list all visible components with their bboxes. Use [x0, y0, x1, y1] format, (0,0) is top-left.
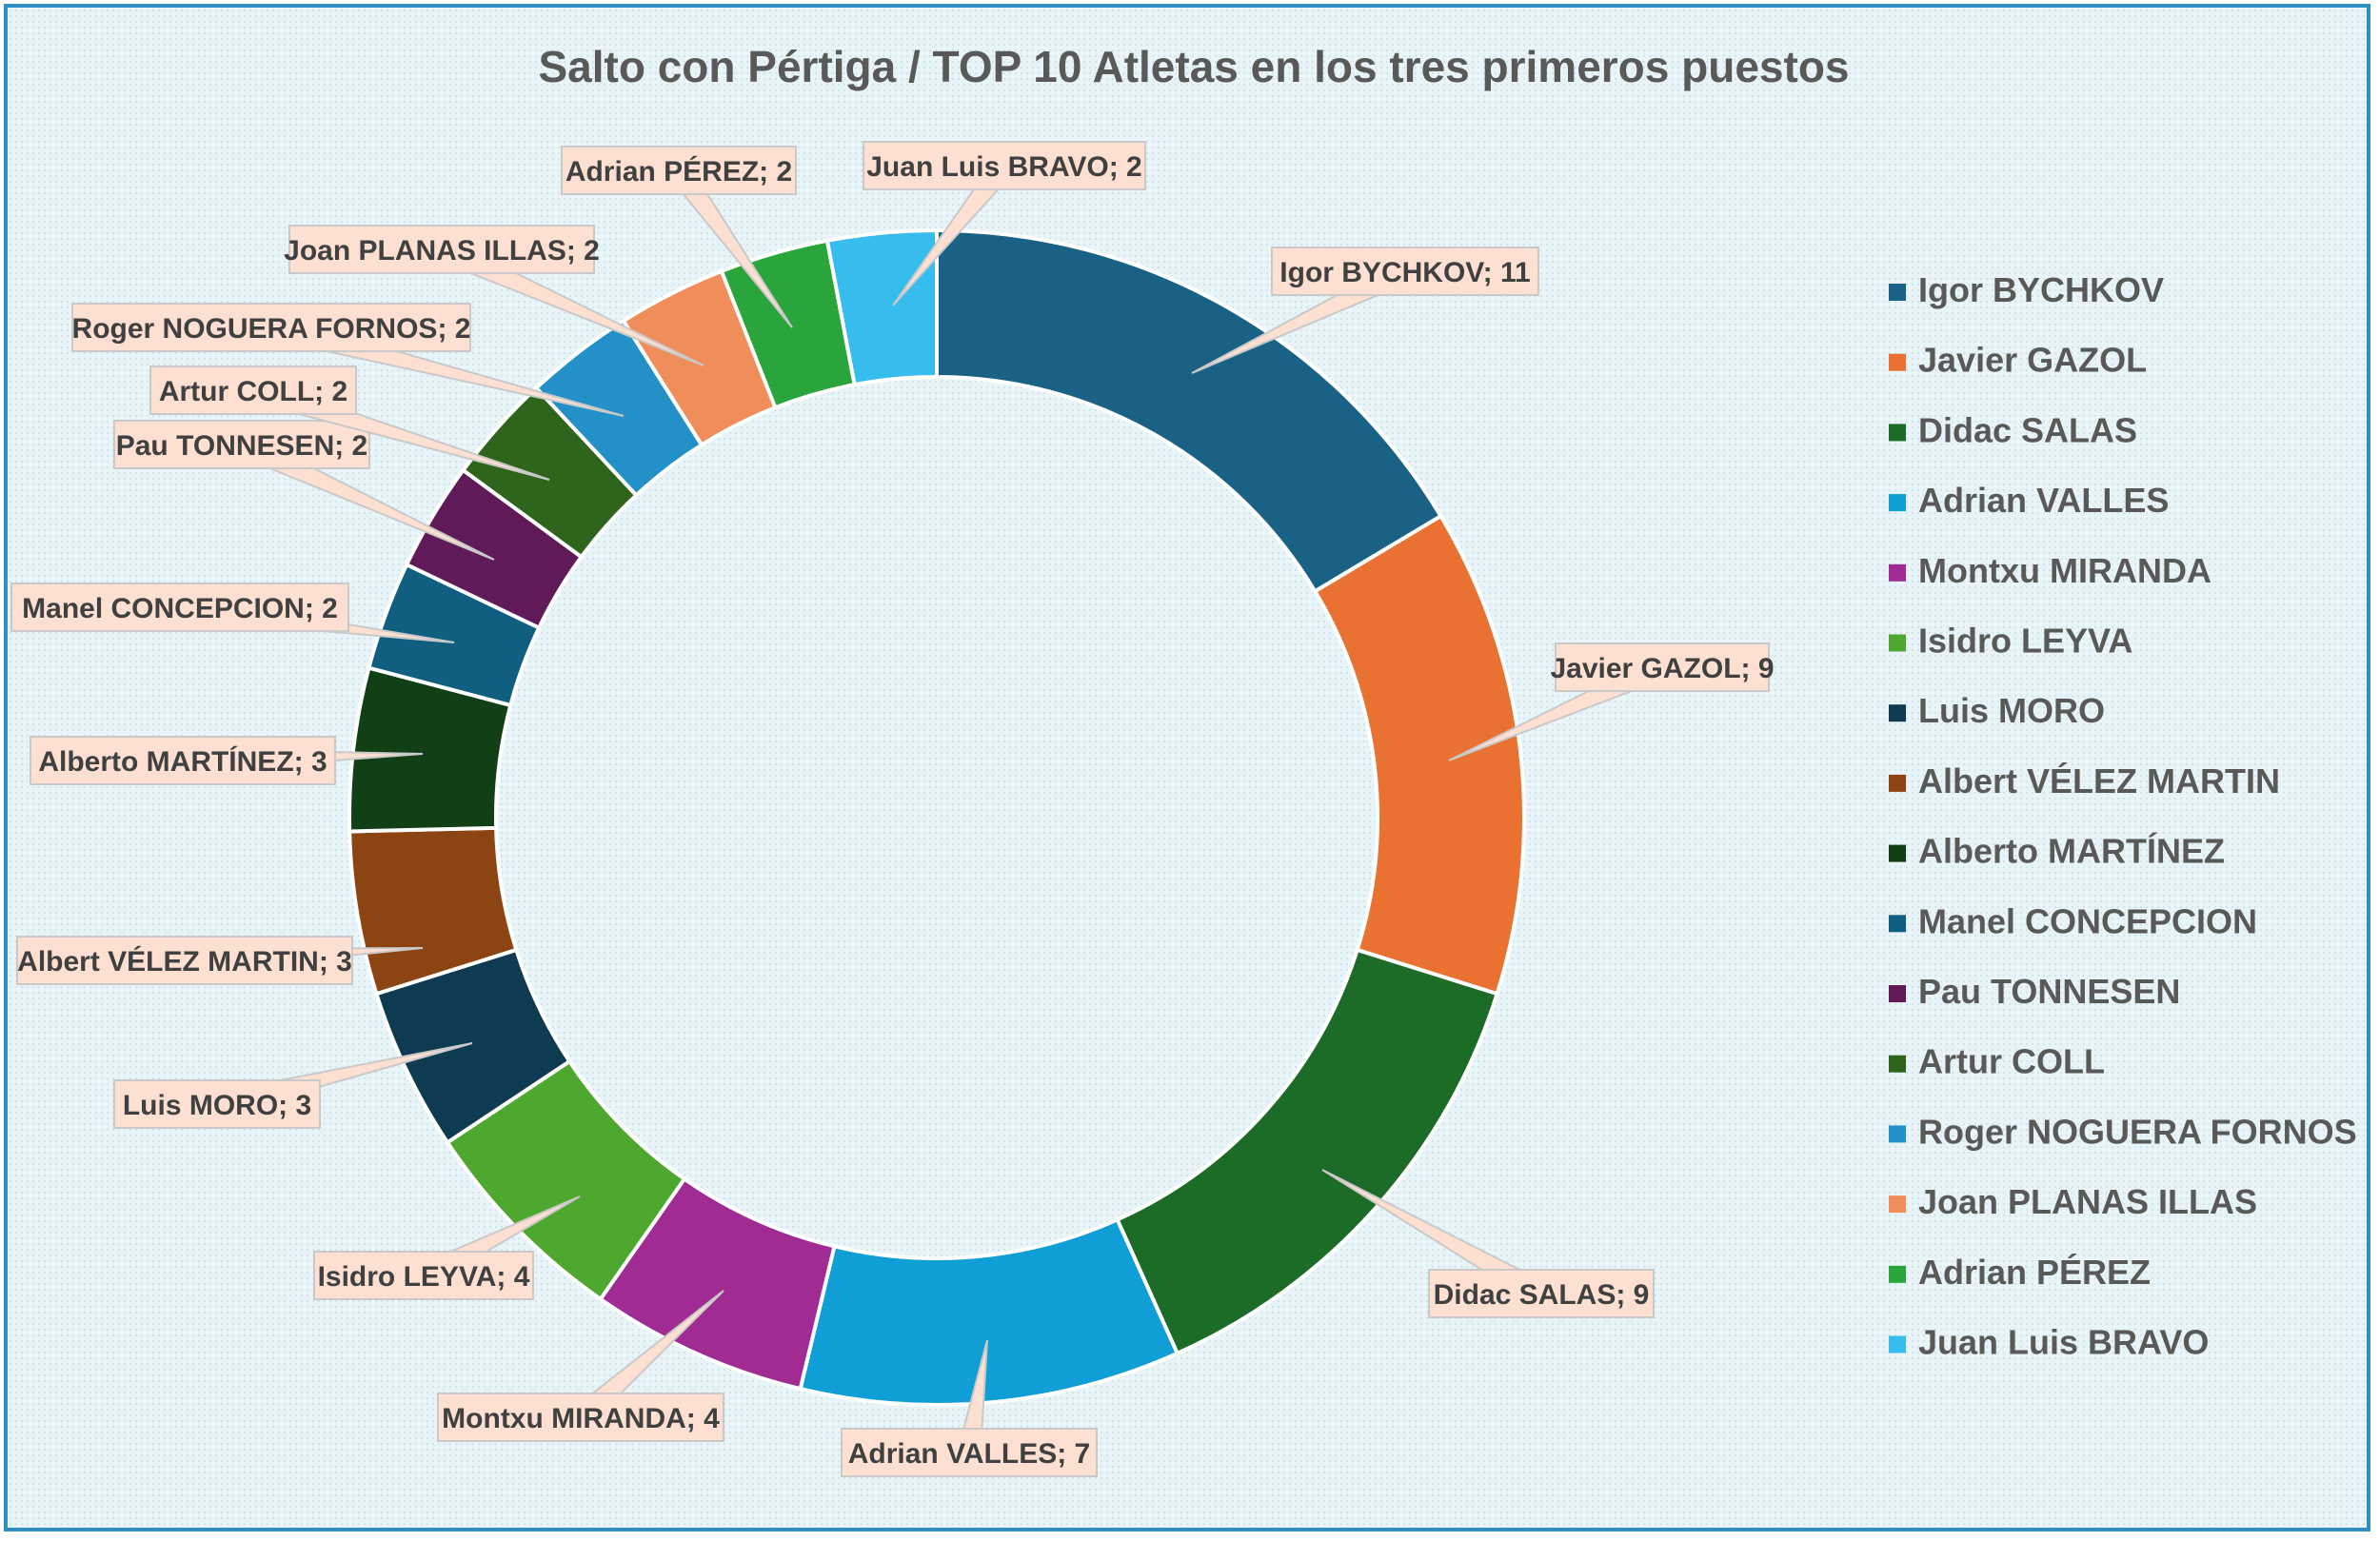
- legend-item-montxu-miranda[interactable]: Montxu MIRANDA: [1918, 551, 2211, 590]
- doughnut-chart: Salto con Pértiga / TOP 10 Atletas en lo…: [10, 42, 2357, 1477]
- legend-swatch-joan-planas-illas: [1889, 1195, 1906, 1214]
- legend-item-javier-gazol[interactable]: Javier GAZOL: [1918, 341, 2147, 380]
- data-label-pau-tonnesen: Pau TONNESEN; 2: [116, 430, 368, 462]
- data-label-juan-luis-bravo: Juan Luis BRAVO; 2: [866, 151, 1141, 183]
- legend-swatch-manel-concepcion: [1889, 915, 1906, 933]
- legend-item-luis-moro[interactable]: Luis MORO: [1918, 691, 2105, 730]
- legend-item-adrian-valles[interactable]: Adrian VALLES: [1918, 481, 2169, 520]
- slices-group: [347, 227, 1526, 1407]
- data-label-montxu-miranda: Montxu MIRANDA; 4: [442, 1403, 720, 1434]
- data-label-isidro-leyva: Isidro LEYVA; 4: [318, 1261, 530, 1293]
- data-label-roger-noguera-fornos: Roger NOGUERA FORNOS; 2: [72, 313, 471, 345]
- data-label-luis-moro: Luis MORO; 3: [123, 1090, 311, 1121]
- label-box-albert-velez-martin: [16, 936, 353, 985]
- legend-item-adrian-perez[interactable]: Adrian PÉREZ: [1918, 1253, 2151, 1292]
- legend-swatch-luis-moro: [1889, 704, 1906, 722]
- data-label-joan-planas-illas: Joan PLANAS ILLAS; 2: [284, 235, 600, 267]
- data-label-artur-coll: Artur COLL; 2: [159, 376, 347, 407]
- label-box-roger-noguera-fornos: [71, 303, 471, 352]
- label-box-luis-moro: [113, 1079, 321, 1129]
- legend-swatch-artur-coll: [1889, 1055, 1906, 1073]
- label-box-javier-gazol: [1555, 642, 1770, 692]
- legend-swatch-igor-bychkov: [1889, 284, 1906, 301]
- label-box-joan-planas-illas: [288, 225, 595, 274]
- legend-swatch-adrian-perez: [1889, 1265, 1906, 1283]
- slice-javier-gazol[interactable]: [1312, 513, 1526, 997]
- data-label-adrian-valles: Adrian VALLES; 7: [848, 1438, 1090, 1470]
- data-label-igor-bychkov: Igor BYCHKOV; 11: [1279, 257, 1530, 288]
- label-box-artur-coll: [149, 365, 357, 415]
- label-box-igor-bychkov: [1271, 247, 1539, 296]
- legend-item-pau-tonnesen[interactable]: Pau TONNESEN: [1918, 972, 2180, 1011]
- label-box-pau-tonnesen: [113, 420, 370, 469]
- legend-item-alberto-martinez[interactable]: Alberto MARTÍNEZ: [1918, 832, 2225, 871]
- label-box-adrian-perez: [561, 146, 797, 195]
- legend-item-juan-luis-bravo[interactable]: Juan Luis BRAVO: [1918, 1323, 2209, 1362]
- chart-title: Salto con Pértiga / TOP 10 Atletas en lo…: [538, 42, 1849, 91]
- label-box-montxu-miranda: [437, 1393, 724, 1442]
- legend-swatch-juan-luis-bravo: [1889, 1335, 1906, 1353]
- slice-juan-luis-bravo[interactable]: [824, 227, 939, 387]
- legend-swatch-didac-salas: [1889, 424, 1906, 442]
- legend-item-albert-velez-martin[interactable]: Albert VÉLEZ MARTIN: [1918, 761, 2280, 800]
- data-label-manel-concepcion: Manel CONCEPCION; 2: [22, 593, 338, 624]
- legend-item-artur-coll[interactable]: Artur COLL: [1918, 1042, 2105, 1081]
- legend-item-roger-noguera-fornos[interactable]: Roger NOGUERA FORNOS: [1918, 1112, 2357, 1151]
- legend-item-didac-salas[interactable]: Didac SALAS: [1918, 410, 2137, 449]
- data-label-alberto-martinez: Alberto MARTÍNEZ; 3: [38, 745, 327, 778]
- data-label-adrian-perez: Adrian PÉREZ; 2: [565, 155, 792, 188]
- slice-adrian-valles[interactable]: [798, 1216, 1180, 1407]
- legend-swatch-adrian-valles: [1889, 494, 1906, 512]
- legend-swatch-javier-gazol: [1889, 353, 1906, 371]
- legend-swatch-roger-noguera-fornos: [1889, 1125, 1906, 1143]
- label-box-adrian-valles: [841, 1428, 1098, 1477]
- legend-item-igor-bychkov[interactable]: Igor BYCHKOV: [1918, 270, 2164, 309]
- legend-item-manel-concepcion[interactable]: Manel CONCEPCION: [1918, 901, 2257, 940]
- legend: Igor BYCHKOV Javier GAZOL Didac SALAS Adria…: [1889, 270, 2357, 1362]
- label-box-didac-salas: [1428, 1269, 1655, 1318]
- label-box-juan-luis-bravo: [863, 141, 1146, 190]
- chart-frame: Salto con Pértiga / TOP 10 Atletas en lo…: [4, 4, 2370, 1531]
- label-box-manel-concepcion: [10, 583, 349, 632]
- data-labels-group: Igor BYCHKOV; 11 Javier GAZOL; 9 Didac SAL…: [10, 141, 1775, 1477]
- label-box-alberto-martinez: [30, 736, 336, 785]
- data-label-javier-gazol: Javier GAZOL; 9: [1550, 653, 1774, 684]
- label-box-isidro-leyva: [313, 1251, 534, 1300]
- data-label-didac-salas: Didac SALAS; 9: [1434, 1279, 1650, 1311]
- legend-swatch-albert-velez-martin: [1889, 774, 1906, 792]
- legend-item-joan-planas-illas[interactable]: Joan PLANAS ILLAS: [1918, 1182, 2257, 1221]
- legend-swatch-isidro-leyva: [1889, 634, 1906, 652]
- legend-swatch-montxu-miranda: [1889, 563, 1906, 582]
- data-label-albert-velez-martin: Albert VÉLEZ MARTIN; 3: [17, 945, 352, 978]
- legend-swatch-alberto-martinez: [1889, 844, 1906, 862]
- legend-swatch-pau-tonnesen: [1889, 985, 1906, 1002]
- legend-item-isidro-leyva[interactable]: Isidro LEYVA: [1918, 622, 2132, 661]
